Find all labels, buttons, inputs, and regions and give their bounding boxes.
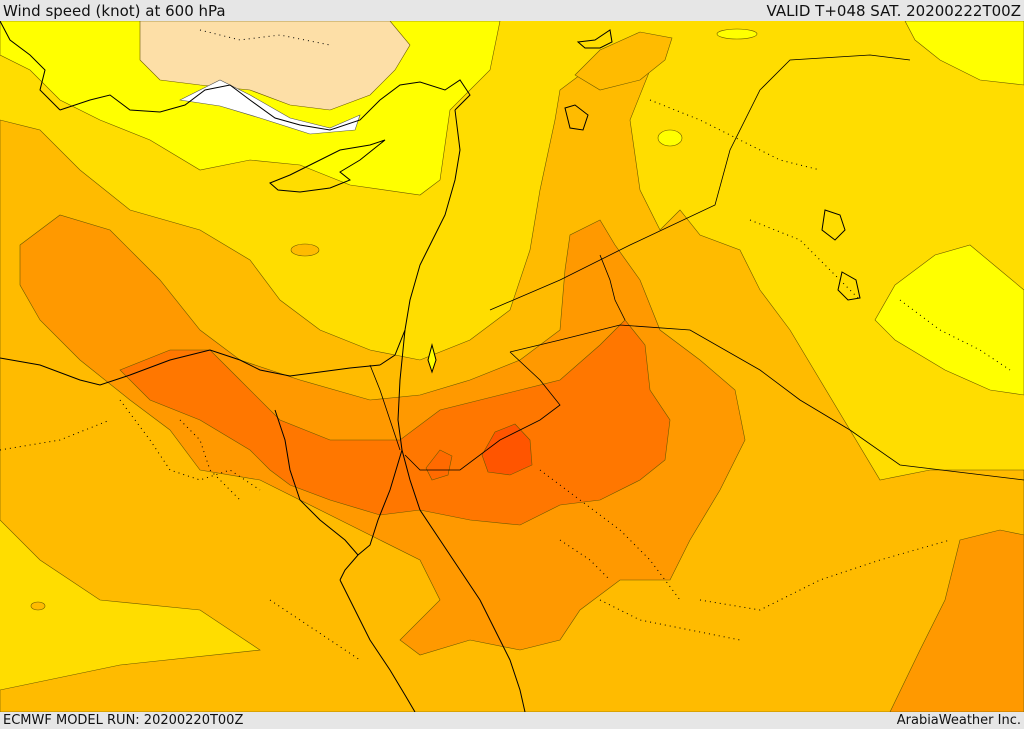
map-title: Wind speed (knot) at 600 hPa: [3, 2, 226, 20]
field-core-small: [425, 449, 453, 481]
coast-egypt-north: [0, 349, 381, 386]
field-moderate-north: [574, 31, 673, 91]
header-bar: Wind speed (knot) at 600 hPa VALID T+048…: [0, 0, 1024, 21]
field-island-2: [657, 129, 683, 147]
field-island-4: [716, 28, 758, 40]
admin-boundaries: [0, 29, 1011, 661]
border-jordan-iraq: [509, 324, 1024, 481]
lake-tharthar: [821, 209, 846, 241]
field-light-east: [874, 244, 1024, 396]
coast-gulf-aqaba: [274, 409, 359, 556]
field-calm: [179, 79, 361, 135]
field-light-ne: [904, 21, 1024, 86]
credit: ArabiaWeather Inc.: [896, 713, 1021, 728]
borders: [369, 54, 1024, 481]
border-jordan-saudi-2: [599, 254, 626, 321]
coastlines: [0, 21, 526, 712]
coast-aegean: [0, 21, 61, 111]
footer-bar: ECMWF MODEL RUN: 20200220T00Z ArabiaWeat…: [0, 712, 1024, 729]
dead-sea: [427, 343, 437, 374]
field-fresh-se: [889, 529, 1024, 712]
border-egypt-israel: [369, 364, 401, 451]
border-syria-iraq: [489, 54, 911, 311]
field-island-3: [30, 601, 46, 611]
coast-red-sea-west: [339, 579, 416, 712]
model-run: ECMWF MODEL RUN: 20200220T00Z: [3, 713, 244, 728]
field-island-1: [290, 243, 320, 257]
lake-urmia: [564, 104, 589, 131]
lake-van: [576, 29, 613, 49]
coast-gulf-suez: [339, 329, 406, 581]
field-very-light-turkey: [139, 21, 411, 111]
lakes: [564, 29, 861, 301]
coast-cyprus: [269, 139, 386, 193]
field-core: [481, 423, 533, 476]
field-strong: [119, 319, 671, 526]
field-fresh: [19, 214, 746, 656]
coast-turkey-south: [59, 79, 471, 131]
lake-razaza: [837, 271, 861, 301]
wind-speed-map: [0, 21, 1024, 712]
coast-red-sea-east: [401, 449, 526, 712]
valid-time: VALID T+048 SAT. 20200222T00Z: [766, 2, 1021, 20]
coast-levant: [379, 109, 461, 366]
border-saudi-jordan: [404, 351, 561, 471]
